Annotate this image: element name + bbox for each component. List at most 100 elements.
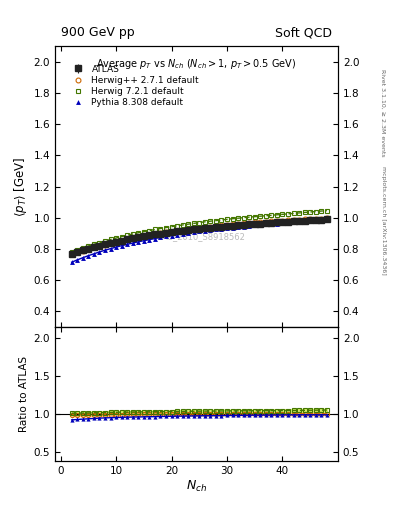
Pythia 8.308 default <box>175 231 180 238</box>
Herwig++ 2.7.1 default <box>81 247 85 253</box>
Herwig 7.2.1 default <box>114 235 118 241</box>
Pythia 8.308 default <box>158 234 163 241</box>
Herwig 7.2.1 default <box>241 215 246 221</box>
Herwig++ 2.7.1 default <box>141 233 146 239</box>
Pythia 8.308 default <box>269 221 274 227</box>
Herwig++ 2.7.1 default <box>314 216 318 222</box>
Herwig++ 2.7.1 default <box>186 226 191 232</box>
Pythia 8.308 default <box>163 233 168 240</box>
Herwig++ 2.7.1 default <box>269 218 274 224</box>
Herwig++ 2.7.1 default <box>163 229 168 236</box>
Herwig++ 2.7.1 default <box>247 220 252 226</box>
Herwig 7.2.1 default <box>197 220 202 226</box>
Herwig 7.2.1 default <box>81 245 85 251</box>
Herwig++ 2.7.1 default <box>252 219 257 225</box>
Pythia 8.308 default <box>191 229 196 236</box>
Herwig 7.2.1 default <box>219 217 224 223</box>
Herwig++ 2.7.1 default <box>213 223 218 229</box>
Herwig 7.2.1 default <box>141 228 146 234</box>
Pythia 8.308 default <box>97 249 102 255</box>
Pythia 8.308 default <box>130 240 135 246</box>
Herwig 7.2.1 default <box>280 211 285 218</box>
Pythia 8.308 default <box>103 247 107 253</box>
Pythia 8.308 default <box>280 220 285 226</box>
Herwig++ 2.7.1 default <box>208 224 213 230</box>
Pythia 8.308 default <box>275 221 279 227</box>
Herwig 7.2.1 default <box>75 247 79 253</box>
Herwig++ 2.7.1 default <box>130 236 135 242</box>
Herwig++ 2.7.1 default <box>86 246 91 252</box>
Herwig 7.2.1 default <box>297 210 301 216</box>
Pythia 8.308 default <box>75 257 79 263</box>
Pythia 8.308 default <box>297 219 301 225</box>
Pythia 8.308 default <box>219 226 224 232</box>
Y-axis label: Ratio to ATLAS: Ratio to ATLAS <box>19 356 29 432</box>
Herwig 7.2.1 default <box>263 212 268 219</box>
Pythia 8.308 default <box>258 222 263 228</box>
Herwig++ 2.7.1 default <box>236 221 241 227</box>
Herwig 7.2.1 default <box>152 226 157 232</box>
Pythia 8.308 default <box>302 219 307 225</box>
Herwig 7.2.1 default <box>208 218 213 224</box>
Pythia 8.308 default <box>180 231 185 237</box>
Herwig 7.2.1 default <box>186 221 191 227</box>
Herwig++ 2.7.1 default <box>136 234 141 240</box>
Text: mcplots.cern.ch [arXiv:1306.3436]: mcplots.cern.ch [arXiv:1306.3436] <box>381 166 386 274</box>
Herwig 7.2.1 default <box>213 218 218 224</box>
Herwig++ 2.7.1 default <box>291 217 296 223</box>
Pythia 8.308 default <box>81 254 85 261</box>
Pythia 8.308 default <box>169 232 174 239</box>
Herwig++ 2.7.1 default <box>191 226 196 232</box>
Herwig 7.2.1 default <box>147 227 152 233</box>
Line: Herwig 7.2.1 default: Herwig 7.2.1 default <box>69 208 329 254</box>
Herwig++ 2.7.1 default <box>258 219 263 225</box>
Line: Pythia 8.308 default: Pythia 8.308 default <box>69 218 329 265</box>
Herwig 7.2.1 default <box>69 249 74 255</box>
Herwig++ 2.7.1 default <box>158 230 163 237</box>
Pythia 8.308 default <box>152 236 157 242</box>
Herwig++ 2.7.1 default <box>219 222 224 228</box>
Herwig 7.2.1 default <box>258 213 263 219</box>
Herwig 7.2.1 default <box>275 212 279 218</box>
Herwig++ 2.7.1 default <box>297 217 301 223</box>
Pythia 8.308 default <box>319 218 324 224</box>
Herwig 7.2.1 default <box>247 214 252 220</box>
Herwig++ 2.7.1 default <box>114 239 118 245</box>
Herwig 7.2.1 default <box>86 243 91 249</box>
Herwig++ 2.7.1 default <box>275 218 279 224</box>
Herwig 7.2.1 default <box>236 215 241 221</box>
Pythia 8.308 default <box>236 224 241 230</box>
Herwig++ 2.7.1 default <box>152 231 157 238</box>
Herwig 7.2.1 default <box>119 233 124 240</box>
Herwig++ 2.7.1 default <box>230 221 235 227</box>
Herwig 7.2.1 default <box>163 225 168 231</box>
Pythia 8.308 default <box>213 226 218 232</box>
Pythia 8.308 default <box>114 244 118 250</box>
Herwig++ 2.7.1 default <box>97 243 102 249</box>
Herwig 7.2.1 default <box>230 216 235 222</box>
Pythia 8.308 default <box>230 225 235 231</box>
Herwig 7.2.1 default <box>191 220 196 226</box>
Herwig++ 2.7.1 default <box>302 217 307 223</box>
Herwig 7.2.1 default <box>136 230 141 236</box>
Herwig++ 2.7.1 default <box>119 238 124 244</box>
Herwig 7.2.1 default <box>252 214 257 220</box>
Legend: ATLAS, Herwig++ 2.7.1 default, Herwig 7.2.1 default, Pythia 8.308 default: ATLAS, Herwig++ 2.7.1 default, Herwig 7.… <box>68 65 199 108</box>
Herwig 7.2.1 default <box>103 238 107 244</box>
Herwig 7.2.1 default <box>202 219 207 225</box>
Herwig++ 2.7.1 default <box>175 228 180 234</box>
Herwig 7.2.1 default <box>302 209 307 216</box>
Pythia 8.308 default <box>247 223 252 229</box>
Pythia 8.308 default <box>314 218 318 224</box>
Herwig++ 2.7.1 default <box>169 228 174 234</box>
Pythia 8.308 default <box>92 251 96 257</box>
Pythia 8.308 default <box>225 225 230 231</box>
Pythia 8.308 default <box>208 227 213 233</box>
Herwig 7.2.1 default <box>308 209 312 215</box>
Pythia 8.308 default <box>202 228 207 234</box>
Herwig++ 2.7.1 default <box>69 251 74 257</box>
Herwig++ 2.7.1 default <box>75 249 79 255</box>
Herwig 7.2.1 default <box>108 237 113 243</box>
Herwig 7.2.1 default <box>169 224 174 230</box>
Pythia 8.308 default <box>252 222 257 228</box>
